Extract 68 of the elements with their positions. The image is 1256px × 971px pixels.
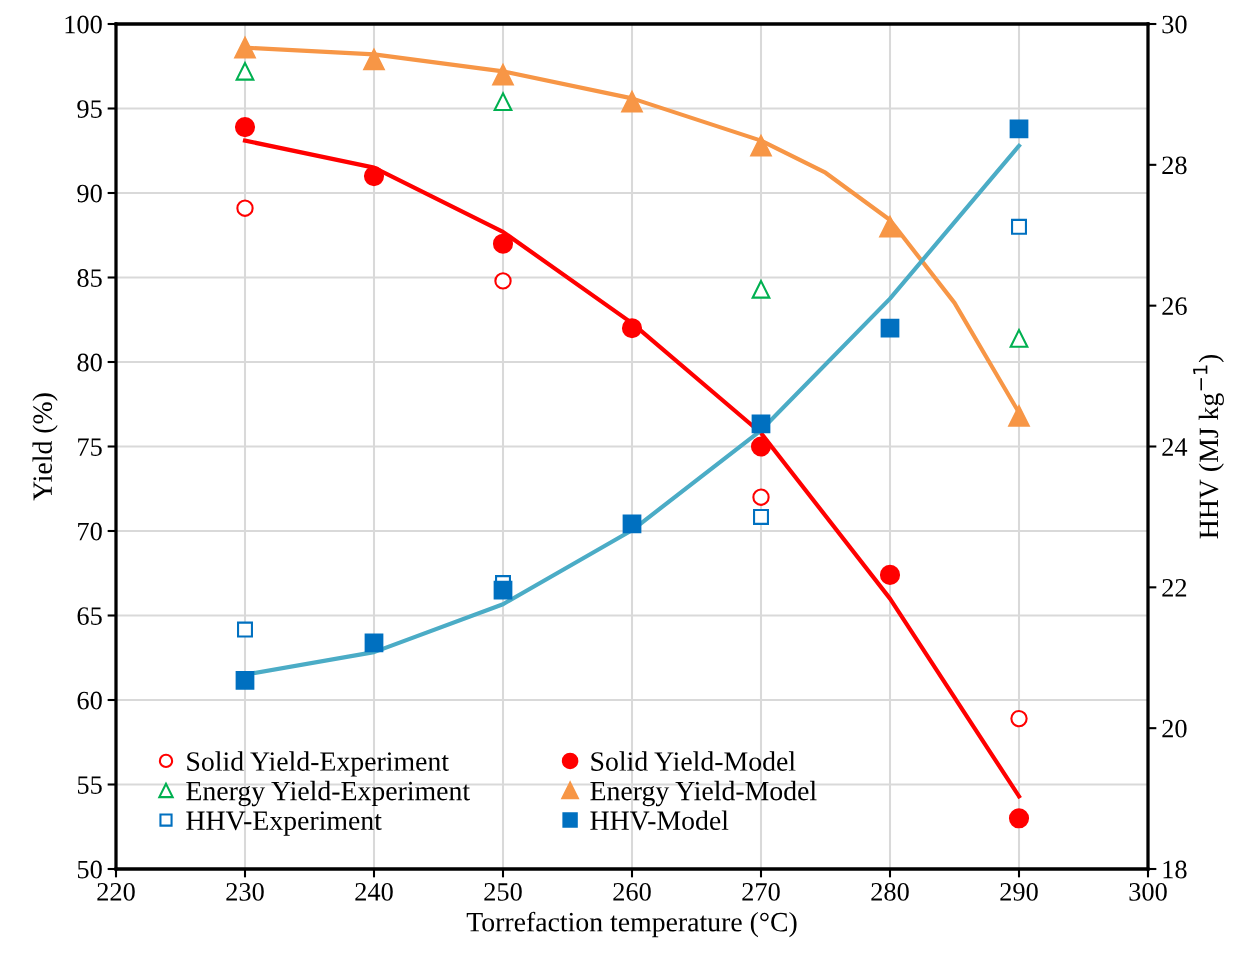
point <box>492 233 514 254</box>
point <box>753 508 769 525</box>
x-tick-label: 300 <box>1129 882 1167 901</box>
y2-tick-label: 20 <box>1162 719 1187 738</box>
point <box>234 36 256 59</box>
y-tick-label: 60 <box>77 691 102 710</box>
y2-tick-label: 30 <box>1162 15 1187 34</box>
point <box>1009 119 1029 139</box>
y2-tick-label: 24 <box>1162 438 1188 456</box>
point <box>1010 709 1028 728</box>
point <box>621 318 643 339</box>
x-tick-label: 230 <box>226 882 264 901</box>
point <box>621 90 643 113</box>
point <box>1008 405 1030 427</box>
point <box>1009 328 1029 348</box>
legend-label: Solid Yield-Model <box>591 751 796 771</box>
point <box>236 199 254 217</box>
x-tick-label: 250 <box>484 882 522 901</box>
y-tick-label: 55 <box>77 776 102 794</box>
point <box>879 564 901 586</box>
y2-axis-title: HHV (MJ kg$^{−1}$) <box>1193 354 1224 539</box>
point <box>752 488 770 506</box>
legend-label: Energy Yield-Experiment <box>186 780 470 807</box>
point <box>364 633 384 653</box>
y-tick-label: 50 <box>77 860 102 879</box>
legend-label: HHV-Experiment <box>186 811 382 836</box>
point <box>363 166 385 187</box>
x-tick-label: 280 <box>871 882 909 901</box>
y-tick-label: 80 <box>77 353 102 372</box>
x-tick-label: 240 <box>355 882 393 901</box>
legend-label: Energy Yield-Model <box>590 780 817 807</box>
y2-tick-label: 26 <box>1162 297 1187 316</box>
x-tick-label: 290 <box>1000 882 1038 901</box>
y2-tick-label: 22 <box>1162 579 1187 597</box>
point <box>494 272 512 290</box>
point <box>750 436 772 457</box>
point <box>235 670 255 690</box>
point <box>363 48 385 71</box>
point <box>493 92 513 112</box>
y-tick-label: 75 <box>78 438 102 456</box>
point <box>235 61 255 81</box>
legend-label: HHV-Model <box>590 810 729 831</box>
point <box>237 621 253 638</box>
point <box>751 279 771 299</box>
point <box>1008 808 1030 829</box>
y-axis-title: Yield (%) <box>32 393 58 501</box>
x-axis-title: Torrefaction temperature (°C) <box>466 911 797 938</box>
point <box>880 318 900 338</box>
y2-tick-label: 18 <box>1163 860 1187 879</box>
point <box>879 216 901 238</box>
x-tick-label: 220 <box>97 882 135 901</box>
y-tick-label: 70 <box>78 522 102 541</box>
y-tick-label: 65 <box>77 607 102 625</box>
point <box>622 514 642 534</box>
point <box>750 134 772 157</box>
point <box>234 117 256 138</box>
point <box>493 580 513 600</box>
legend-label: Solid Yield-Experiment <box>187 751 449 777</box>
point <box>1011 218 1027 235</box>
y-tick-label: 95 <box>77 100 102 118</box>
y-tick-label: 90 <box>77 184 102 203</box>
point <box>492 63 514 86</box>
point <box>751 414 771 434</box>
x-tick-label: 260 <box>613 882 651 901</box>
y2-tick-label: 28 <box>1162 156 1187 175</box>
x-tick-label: 270 <box>742 882 780 901</box>
y-tick-label: 100 <box>65 15 102 34</box>
y-tick-label: 85 <box>77 269 102 287</box>
